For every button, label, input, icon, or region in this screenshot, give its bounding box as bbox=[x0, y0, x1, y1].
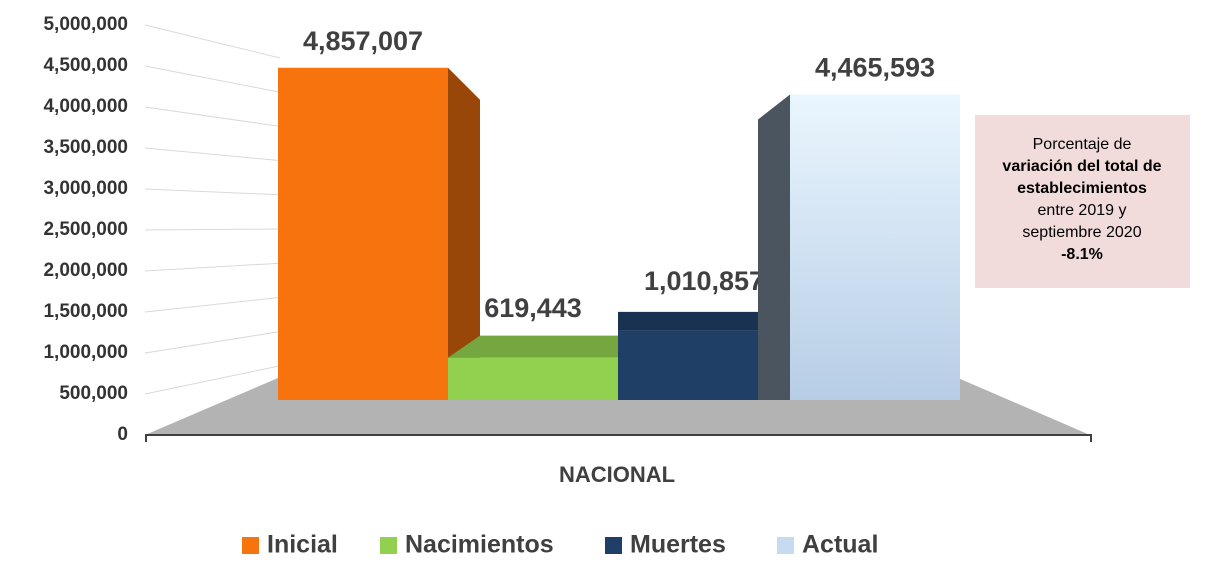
annotation-text: entre 2019 y bbox=[1038, 202, 1127, 219]
data-label: 1,010,857 bbox=[644, 266, 764, 296]
grid-line bbox=[144, 262, 281, 272]
y-tick-label: 2,500,000 bbox=[43, 219, 128, 240]
legend-label: Actual bbox=[802, 531, 878, 559]
legend-label: Nacimientos bbox=[405, 531, 554, 559]
bar bbox=[790, 94, 960, 400]
annotation-text: -8.1% bbox=[1061, 246, 1103, 263]
legend-swatch bbox=[605, 537, 622, 554]
grid-line bbox=[144, 228, 281, 231]
y-tick-label: 500,000 bbox=[59, 383, 128, 404]
annotation-text: Porcentaje de bbox=[1033, 136, 1132, 153]
annotation-box bbox=[975, 115, 1190, 288]
y-tick-label: 0 bbox=[117, 424, 128, 445]
legend-swatch bbox=[380, 537, 397, 554]
y-tick-label: 4,000,000 bbox=[43, 96, 128, 117]
data-label: 619,443 bbox=[484, 293, 582, 323]
bar bbox=[448, 357, 618, 400]
annotation-text: septiembre 2020 bbox=[1022, 224, 1141, 241]
legend-swatch bbox=[242, 537, 259, 554]
bar-side bbox=[758, 94, 790, 400]
grid-line bbox=[144, 296, 281, 313]
bar-top bbox=[448, 335, 618, 358]
grid-line bbox=[144, 106, 281, 127]
grid-line bbox=[144, 24, 281, 59]
grid-line bbox=[144, 331, 281, 354]
grid-line bbox=[144, 65, 281, 93]
annotation-text: variación del total de bbox=[1002, 158, 1161, 175]
legend-swatch bbox=[777, 537, 794, 554]
legend-label: Inicial bbox=[267, 531, 338, 559]
y-tick-label: 1,000,000 bbox=[43, 342, 128, 363]
grid-line bbox=[144, 188, 281, 196]
annotation-text: establecimientos bbox=[1017, 180, 1147, 197]
y-tick-label: 2,000,000 bbox=[43, 260, 128, 281]
legend-label: Muertes bbox=[630, 531, 726, 559]
data-label: 4,857,007 bbox=[303, 26, 423, 56]
y-tick-label: 5,000,000 bbox=[43, 14, 128, 35]
grid-line bbox=[144, 365, 281, 395]
y-tick-label: 1,500,000 bbox=[43, 301, 128, 322]
y-tick-label: 3,000,000 bbox=[43, 178, 128, 199]
y-tick-label: 3,500,000 bbox=[43, 137, 128, 158]
grid-line bbox=[144, 147, 281, 162]
x-tick-label: NACIONAL bbox=[559, 462, 675, 487]
bar bbox=[278, 67, 448, 400]
data-label: 4,465,593 bbox=[815, 53, 935, 83]
bar-top bbox=[618, 311, 790, 331]
bar-side bbox=[448, 67, 480, 400]
y-tick-label: 4,500,000 bbox=[43, 55, 128, 76]
